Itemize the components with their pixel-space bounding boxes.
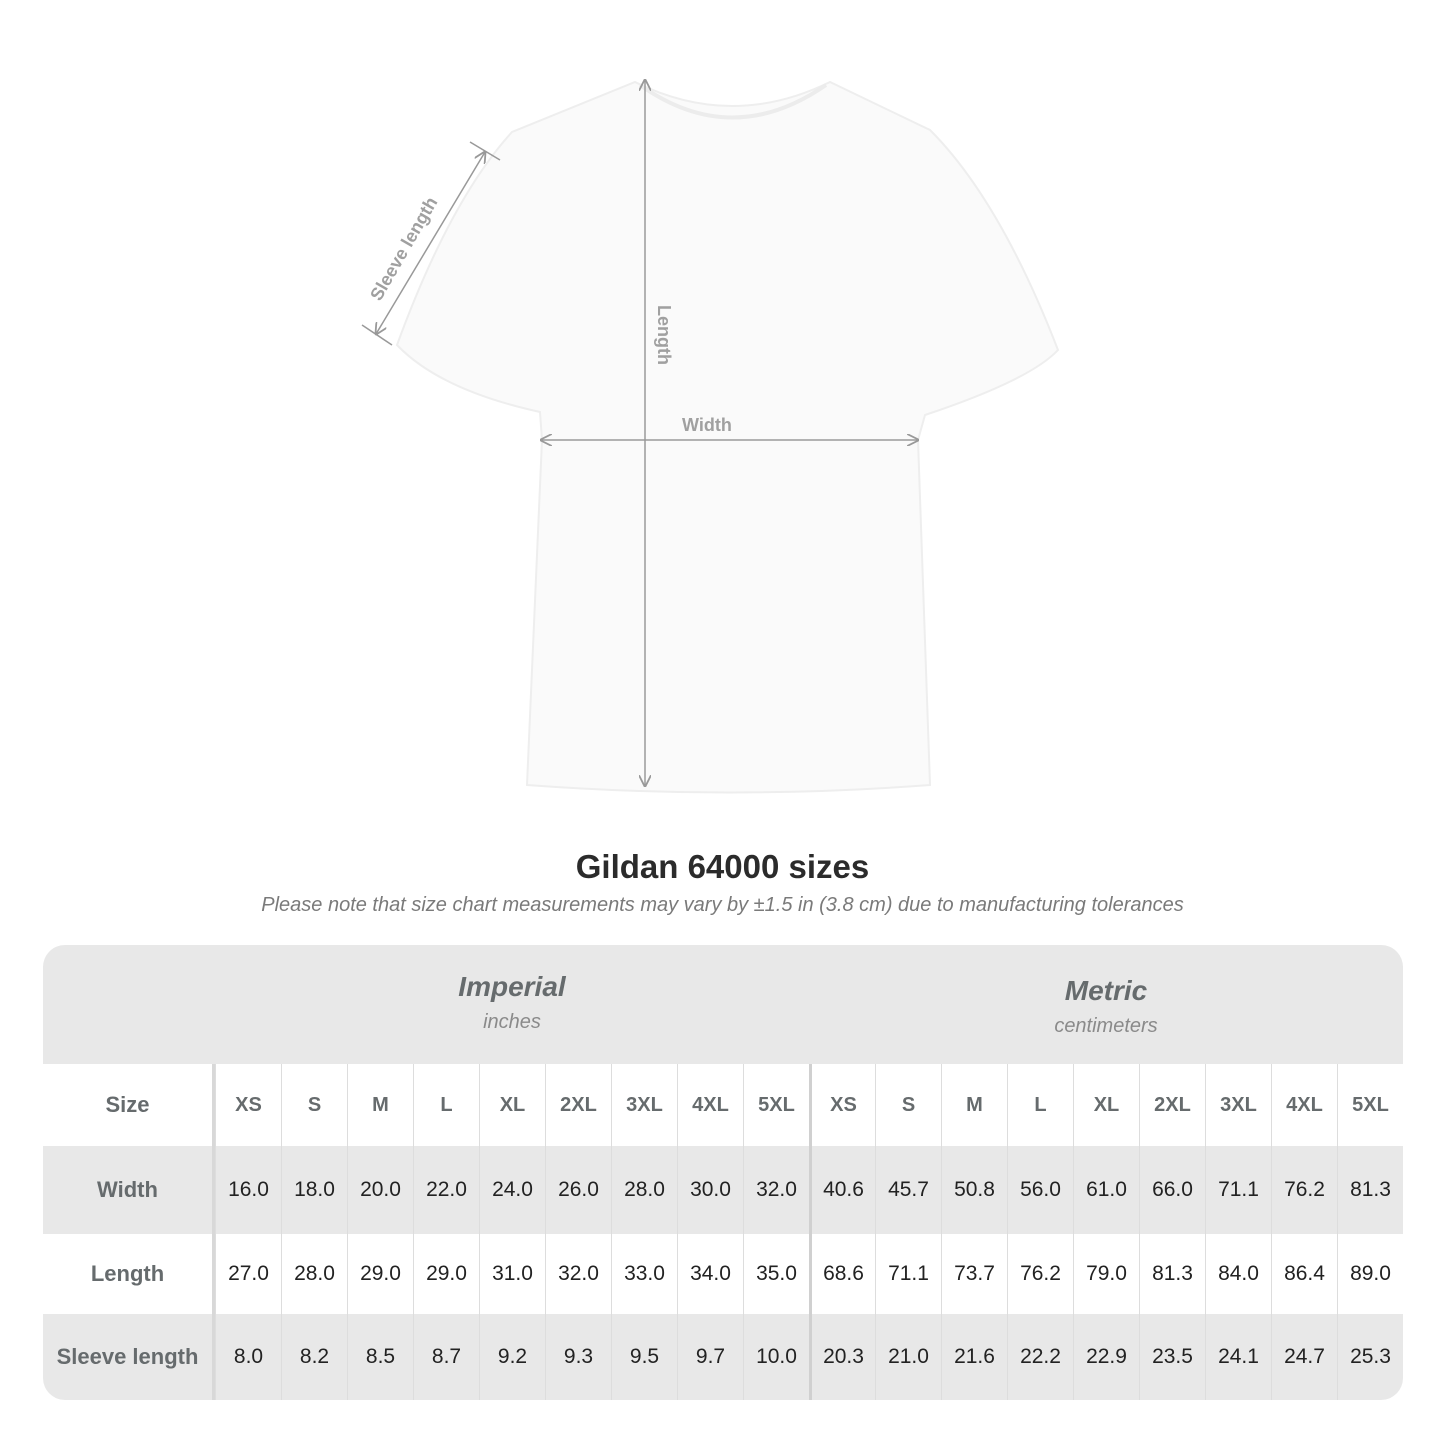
metric-size-header: XS (809, 1064, 875, 1146)
imperial-value-cell: 26.0 (545, 1146, 611, 1234)
sleeve-measure-line (376, 152, 485, 334)
metric-value-cell: 76.2 (1007, 1234, 1073, 1314)
metric-value-cell: 20.3 (809, 1314, 875, 1400)
metric-value-cell: 81.3 (1337, 1146, 1403, 1234)
metric-value-cell: 21.0 (875, 1314, 941, 1400)
size-header-row: Size XS S M L XL 2XL 3XL 4XL 5XL XS S M L XL 2XL 3XL 4XL 5… (43, 1064, 1403, 1146)
imperial-value-cell: 30.0 (677, 1146, 743, 1234)
imperial-value-cell: 35.0 (743, 1234, 809, 1314)
table-row: Width 16.0 18.0 20.0 22.0 24.0 26.0 28.0 30.0 32.… (43, 1146, 1403, 1234)
imperial-value-cell: 18.0 (281, 1146, 347, 1234)
metric-value-cell: 24.1 (1205, 1314, 1271, 1400)
metric-value-cell: 89.0 (1337, 1234, 1403, 1314)
imperial-value-cell: 9.5 (611, 1314, 677, 1400)
imperial-value-cell: 28.0 (281, 1234, 347, 1314)
page-title: Gildan 64000 sizes (575, 848, 870, 885)
metric-value-cell: 61.0 (1073, 1146, 1139, 1234)
metric-value-cell: 23.5 (1139, 1314, 1205, 1400)
metric-value-cell: 22.9 (1073, 1314, 1139, 1400)
imperial-size-header: L (413, 1064, 479, 1146)
metric-value-cell: 25.3 (1337, 1314, 1403, 1400)
metric-value-cell: 22.2 (1007, 1314, 1073, 1400)
metric-unit: centimeters (1054, 1015, 1158, 1037)
row-label: Sleeve length (43, 1314, 215, 1400)
imperial-value-cell: 9.7 (677, 1314, 743, 1400)
imperial-value-cell: 32.0 (545, 1234, 611, 1314)
metric-size-header: S (875, 1064, 941, 1146)
imperial-value-cell: 16.0 (215, 1146, 281, 1234)
metric-value-cell: 71.1 (1205, 1146, 1271, 1234)
imperial-value-cell: 29.0 (347, 1234, 413, 1314)
row-label: Size (43, 1064, 215, 1146)
imperial-size-header: 3XL (611, 1064, 677, 1146)
row-label: Length (43, 1234, 215, 1314)
imperial-size-header: 5XL (743, 1064, 809, 1146)
metric-size-header: 4XL (1271, 1064, 1337, 1146)
imperial-value-cell: 10.0 (743, 1314, 809, 1400)
length-label: Length (654, 305, 674, 365)
imperial-value-cell: 8.0 (215, 1314, 281, 1400)
metric-value-cell: 56.0 (1007, 1146, 1073, 1234)
metric-value-cell: 71.1 (875, 1234, 941, 1314)
imperial-value-cell: 9.3 (545, 1314, 611, 1400)
imperial-value-cell: 28.0 (611, 1146, 677, 1234)
imperial-header: Imperial inches (215, 945, 809, 1090)
metric-value-cell: 66.0 (1139, 1146, 1205, 1234)
metric-value-cell: 68.6 (809, 1234, 875, 1314)
row-label: Width (43, 1146, 215, 1234)
imperial-size-header: 2XL (545, 1064, 611, 1146)
imperial-value-cell: 8.2 (281, 1314, 347, 1400)
metric-value-cell: 24.7 (1271, 1314, 1337, 1400)
tshirt-diagram: Sleeve length Length Width (361, 0, 1060, 794)
imperial-value-cell: 29.0 (413, 1234, 479, 1314)
metric-value-cell: 76.2 (1271, 1146, 1337, 1234)
imperial-value-cell: 31.0 (479, 1234, 545, 1314)
imperial-size-header: 4XL (677, 1064, 743, 1146)
metric-value-cell: 50.8 (941, 1146, 1007, 1234)
metric-size-header: 3XL (1205, 1064, 1271, 1146)
metric-size-header: XL (1073, 1064, 1139, 1146)
imperial-value-cell: 8.5 (347, 1314, 413, 1400)
metric-heading: Metric (1064, 975, 1148, 1006)
imperial-size-header: M (347, 1064, 413, 1146)
imperial-unit: inches (483, 1011, 541, 1033)
metric-value-cell: 40.6 (809, 1146, 875, 1234)
imperial-size-header: XL (479, 1064, 545, 1146)
width-label: Width (682, 415, 732, 435)
tshirt-shape (395, 80, 1060, 794)
imperial-value-cell: 34.0 (677, 1234, 743, 1314)
imperial-value-cell: 27.0 (215, 1234, 281, 1314)
imperial-size-header: S (281, 1064, 347, 1146)
metric-value-cell: 84.0 (1205, 1234, 1271, 1314)
metric-size-header: L (1007, 1064, 1073, 1146)
metric-value-cell: 73.7 (941, 1234, 1007, 1314)
metric-value-cell: 21.6 (941, 1314, 1007, 1400)
metric-value-cell: 79.0 (1073, 1234, 1139, 1314)
metric-value-cell: 81.3 (1139, 1234, 1205, 1314)
imperial-value-cell: 9.2 (479, 1314, 545, 1400)
table-row: Length 27.0 28.0 29.0 29.0 31.0 32.0 33.0 34.0 35… (43, 1234, 1403, 1314)
size-table: Imperial inches Metric centimeters Size X… (43, 945, 1403, 1400)
imperial-size-header: XS (215, 1064, 281, 1146)
metric-value-cell: 86.4 (1271, 1234, 1337, 1314)
table-row: Sleeve length 8.0 8.2 8.5 8.7 9.2 9.3 9.5 9.7 10.… (43, 1314, 1403, 1400)
imperial-heading: Imperial (458, 971, 566, 1002)
imperial-value-cell: 33.0 (611, 1234, 677, 1314)
tolerance-note: Please note that size chart measurements… (261, 894, 1184, 916)
metric-size-header: 2XL (1139, 1064, 1205, 1146)
metric-value-cell: 45.7 (875, 1146, 941, 1234)
imperial-value-cell: 8.7 (413, 1314, 479, 1400)
imperial-value-cell: 24.0 (479, 1146, 545, 1234)
imperial-value-cell: 22.0 (413, 1146, 479, 1234)
imperial-value-cell: 32.0 (743, 1146, 809, 1234)
imperial-value-cell: 20.0 (347, 1146, 413, 1234)
metric-header: Metric centimeters (809, 945, 1403, 1094)
metric-size-header: 5XL (1337, 1064, 1403, 1146)
metric-size-header: M (941, 1064, 1007, 1146)
